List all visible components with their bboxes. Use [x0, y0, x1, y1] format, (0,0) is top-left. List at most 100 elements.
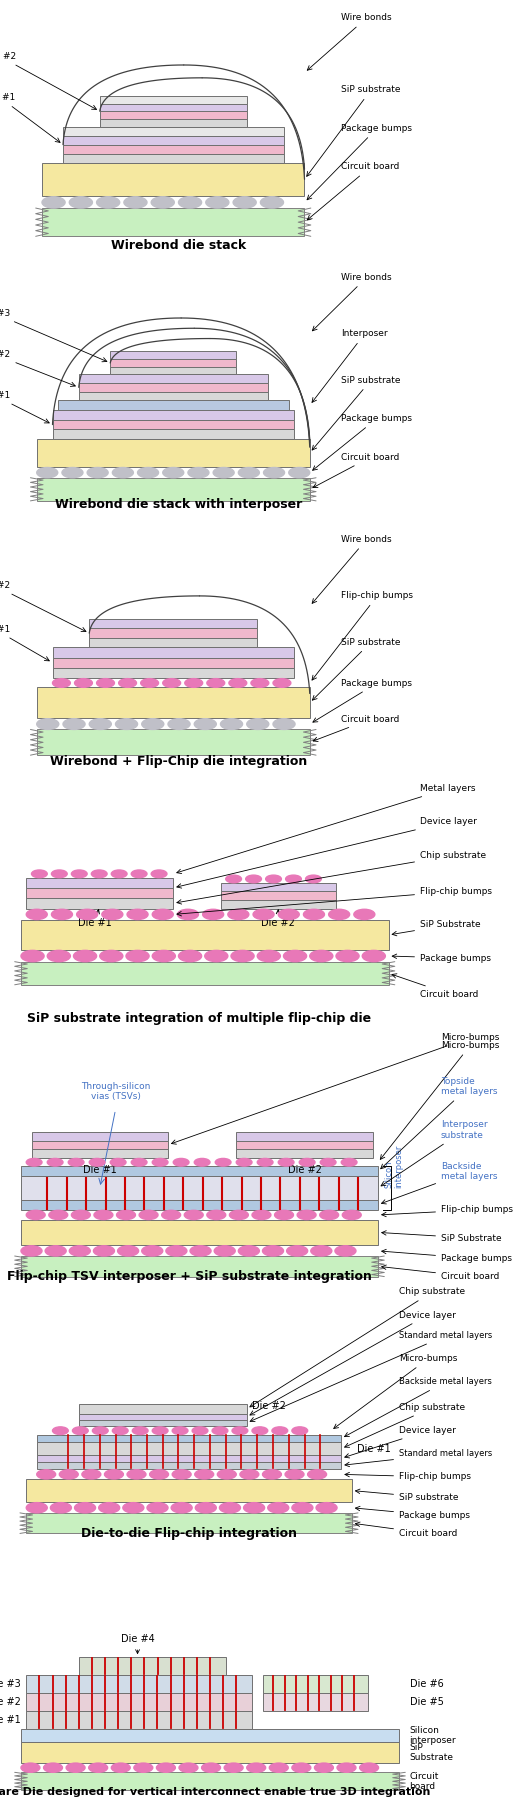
Circle shape: [62, 467, 83, 478]
Text: Circuit board: Circuit board: [313, 453, 400, 487]
Text: Wirebond die stack: Wirebond die stack: [111, 239, 246, 252]
Circle shape: [177, 910, 198, 919]
Bar: [220, 892, 336, 901]
Circle shape: [75, 1503, 96, 1512]
Bar: [21, 919, 388, 951]
Circle shape: [316, 1503, 337, 1512]
Circle shape: [336, 951, 359, 962]
Circle shape: [152, 910, 173, 919]
Text: Circuit board: Circuit board: [392, 975, 478, 998]
Bar: [100, 95, 247, 104]
Bar: [220, 901, 336, 908]
Circle shape: [44, 1764, 62, 1773]
Bar: [262, 1676, 368, 1694]
Text: Circuit board: Circuit board: [355, 1523, 457, 1537]
Circle shape: [139, 1210, 158, 1219]
Bar: [21, 1257, 378, 1277]
Bar: [37, 687, 310, 717]
Circle shape: [112, 467, 133, 478]
Text: Backside metal layers: Backside metal layers: [344, 1377, 492, 1437]
Circle shape: [287, 1246, 308, 1257]
Text: Package bumps: Package bumps: [313, 414, 412, 471]
Circle shape: [37, 719, 59, 730]
Circle shape: [118, 1246, 139, 1257]
Text: Bare Die designed for vertical interconnect enable true 3D integration: Bare Die designed for vertical interconn…: [0, 1787, 430, 1796]
Circle shape: [184, 1210, 203, 1219]
Bar: [52, 667, 294, 678]
Text: Die #1: Die #1: [78, 910, 111, 928]
Circle shape: [119, 678, 136, 687]
Bar: [21, 1742, 399, 1762]
Circle shape: [246, 876, 261, 883]
Bar: [220, 883, 336, 892]
Bar: [32, 1140, 168, 1149]
Circle shape: [292, 1764, 311, 1773]
Circle shape: [268, 1503, 289, 1512]
Text: Die #2: Die #2: [0, 581, 86, 631]
Bar: [37, 1442, 341, 1455]
Text: Topside
metal layers: Topside metal layers: [381, 1077, 498, 1169]
Circle shape: [341, 1158, 357, 1167]
Circle shape: [190, 1246, 211, 1257]
Text: Silicon
interposer: Silicon interposer: [410, 1726, 456, 1746]
Circle shape: [97, 196, 120, 209]
Circle shape: [202, 1764, 220, 1773]
Text: Interposer
substrate: Interposer substrate: [381, 1120, 488, 1187]
Circle shape: [127, 910, 148, 919]
Circle shape: [244, 1503, 265, 1512]
Circle shape: [289, 467, 310, 478]
Bar: [26, 1676, 252, 1694]
Circle shape: [206, 196, 229, 209]
Circle shape: [142, 1246, 163, 1257]
Circle shape: [127, 1469, 146, 1480]
Circle shape: [89, 1764, 108, 1773]
Text: SiP Substrate: SiP Substrate: [382, 1230, 501, 1242]
Bar: [21, 1176, 378, 1199]
Text: SiP substrate: SiP substrate: [355, 1489, 458, 1501]
Circle shape: [275, 1210, 293, 1219]
Bar: [79, 374, 268, 383]
Circle shape: [205, 951, 228, 962]
Text: Die #4: Die #4: [121, 1634, 154, 1654]
Circle shape: [163, 678, 181, 687]
Circle shape: [37, 467, 58, 478]
Bar: [63, 153, 284, 162]
Circle shape: [166, 1246, 187, 1257]
Circle shape: [89, 1158, 105, 1167]
Circle shape: [66, 1764, 85, 1773]
Text: Wire bonds: Wire bonds: [312, 534, 392, 604]
Circle shape: [178, 951, 202, 962]
Circle shape: [171, 1503, 192, 1512]
Circle shape: [306, 876, 321, 883]
Circle shape: [45, 1246, 66, 1257]
Circle shape: [260, 196, 284, 209]
Text: Die #3: Die #3: [0, 1679, 21, 1688]
Circle shape: [207, 678, 225, 687]
Circle shape: [163, 467, 184, 478]
Circle shape: [269, 1764, 288, 1773]
Bar: [42, 209, 304, 236]
Text: Chip substrate: Chip substrate: [177, 850, 486, 904]
Circle shape: [74, 951, 97, 962]
Circle shape: [320, 1158, 336, 1167]
Circle shape: [47, 951, 70, 962]
Circle shape: [152, 951, 175, 962]
Circle shape: [178, 196, 202, 209]
Bar: [37, 439, 310, 467]
Circle shape: [68, 1158, 84, 1167]
Bar: [26, 877, 173, 888]
Circle shape: [284, 951, 307, 962]
Text: Wirebond + Flip-Chip die integration: Wirebond + Flip-Chip die integration: [50, 755, 307, 768]
Bar: [63, 144, 284, 153]
Bar: [110, 360, 236, 367]
Circle shape: [314, 1764, 333, 1773]
Text: Circuit board: Circuit board: [313, 714, 400, 741]
Circle shape: [97, 678, 114, 687]
Bar: [21, 962, 388, 985]
Bar: [52, 430, 294, 439]
Circle shape: [173, 1158, 189, 1167]
Circle shape: [238, 467, 259, 478]
Circle shape: [212, 1428, 228, 1435]
Text: Package bumps: Package bumps: [307, 124, 412, 200]
Bar: [37, 478, 310, 502]
